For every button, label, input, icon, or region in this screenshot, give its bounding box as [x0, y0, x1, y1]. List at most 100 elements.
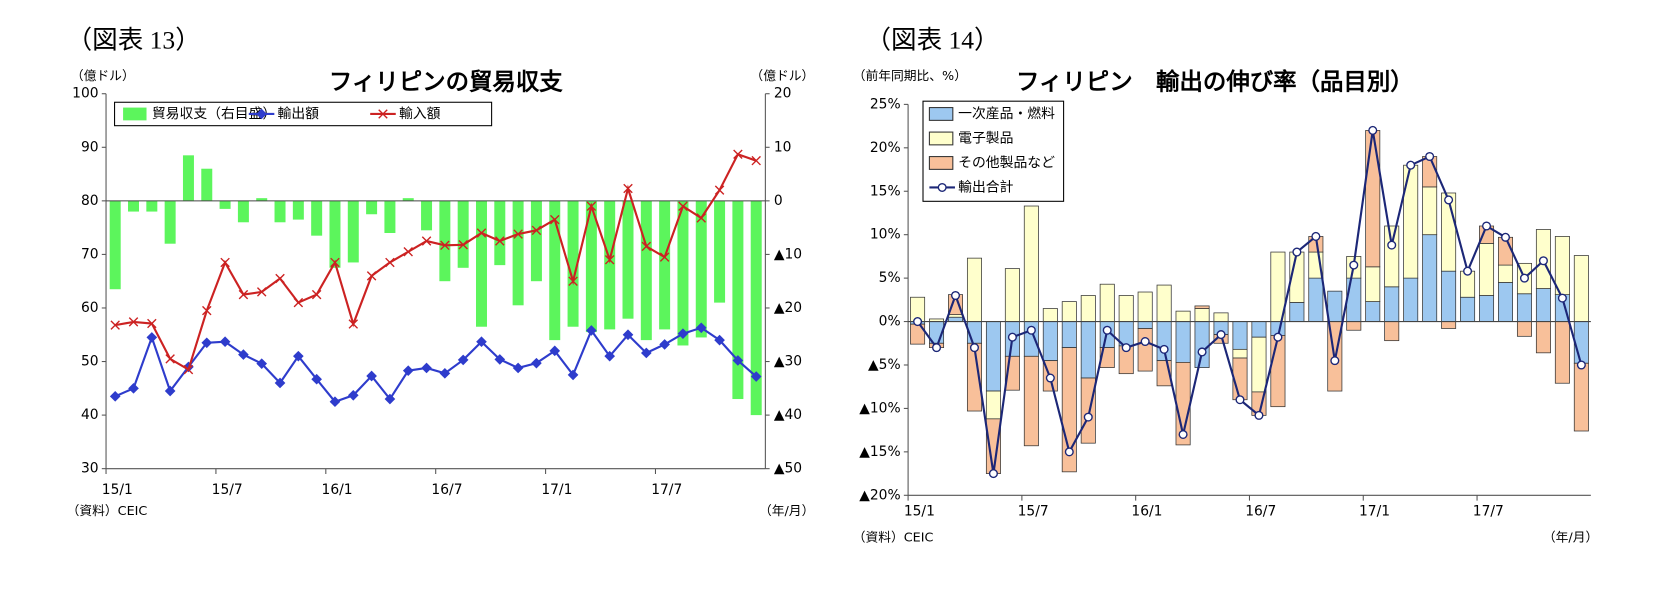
bar	[1118, 295, 1134, 322]
bar	[948, 314, 963, 318]
legend-swatch	[123, 107, 147, 121]
legend-label: 一次産品・燃料	[958, 105, 1055, 122]
marker	[1368, 125, 1378, 135]
legend-swatch	[928, 156, 954, 170]
marker	[750, 371, 762, 382]
marker	[440, 240, 450, 251]
bar	[1175, 310, 1191, 322]
marker	[311, 373, 322, 385]
bar	[329, 200, 341, 268]
marker	[439, 367, 451, 379]
marker	[1576, 360, 1586, 370]
bar	[421, 200, 433, 231]
bar	[146, 200, 158, 212]
bar	[1232, 348, 1248, 359]
bar	[1061, 321, 1077, 348]
marker	[238, 349, 249, 360]
bar	[1535, 288, 1551, 322]
bar	[1137, 321, 1153, 329]
bar	[1535, 321, 1551, 354]
marker	[659, 339, 670, 350]
bar	[256, 198, 268, 201]
legend-swatch	[928, 131, 954, 146]
bar	[1175, 321, 1191, 363]
marker	[1083, 412, 1093, 422]
marker	[421, 362, 432, 374]
bar	[985, 390, 1001, 420]
y-tick-label: 0%	[879, 314, 901, 330]
marker	[164, 385, 176, 397]
marker	[913, 317, 923, 327]
y-tick-label: ▲10%	[859, 400, 900, 416]
marker	[421, 236, 432, 246]
y-tick-label: ▲15%	[859, 444, 900, 460]
marker	[165, 354, 175, 364]
x-tick-label: 15/1	[102, 482, 133, 498]
bar	[1251, 336, 1267, 393]
bar	[1308, 277, 1324, 322]
bar	[567, 200, 579, 327]
y-tick-label: 70	[81, 246, 99, 262]
marker	[183, 364, 194, 375]
marker	[201, 337, 213, 349]
y-tick-label: 80	[81, 193, 99, 209]
bar	[1023, 355, 1039, 447]
bar	[604, 200, 616, 330]
marker	[1026, 325, 1036, 335]
bar	[1554, 236, 1570, 295]
line	[115, 152, 757, 372]
bar	[1441, 192, 1457, 272]
bar	[1080, 377, 1096, 444]
bar	[585, 200, 597, 333]
bar	[1194, 308, 1210, 322]
marker	[714, 185, 725, 195]
y2-tick-label: 20	[774, 86, 792, 102]
marker	[293, 350, 304, 362]
bar	[1516, 321, 1532, 337]
marker	[146, 332, 158, 343]
bar	[219, 200, 231, 209]
marker	[458, 240, 468, 250]
x-tick-label: 17/1	[541, 482, 572, 498]
bar	[640, 200, 652, 341]
marker	[220, 257, 230, 268]
bar	[1156, 321, 1172, 362]
bar	[1573, 321, 1589, 364]
bar	[457, 200, 469, 268]
y2-tick-label: 0	[774, 193, 783, 209]
bar	[1251, 321, 1267, 338]
bar	[677, 200, 689, 346]
marker	[1216, 330, 1226, 340]
bar	[201, 168, 213, 201]
marker	[1463, 266, 1473, 276]
bar	[475, 200, 487, 327]
y-tick-label: 100	[72, 86, 98, 102]
marker	[586, 325, 597, 336]
marker	[950, 290, 961, 301]
bar	[1365, 130, 1381, 268]
marker	[604, 350, 616, 362]
marker	[513, 229, 523, 239]
y-tick-label: ▲5%	[868, 357, 901, 373]
bar	[164, 200, 176, 244]
bar	[1080, 321, 1096, 379]
x-tick-label: 16/7	[431, 482, 462, 498]
bar	[985, 321, 1001, 392]
bar	[1042, 308, 1058, 322]
marker	[1121, 343, 1131, 353]
marker	[1557, 293, 1567, 303]
bar	[1042, 321, 1058, 362]
marker	[1311, 231, 1321, 241]
bar	[439, 200, 451, 282]
source: （資料）CEIC	[67, 504, 148, 519]
y-tick-label: 30	[81, 461, 99, 477]
legend-label: 輸出合計	[958, 179, 1013, 195]
marker	[531, 357, 542, 369]
bar	[109, 200, 121, 290]
bar	[966, 257, 982, 322]
bar	[1479, 243, 1495, 296]
marker	[659, 252, 670, 262]
marker	[623, 183, 633, 194]
marker	[714, 334, 725, 346]
marker	[586, 201, 597, 211]
